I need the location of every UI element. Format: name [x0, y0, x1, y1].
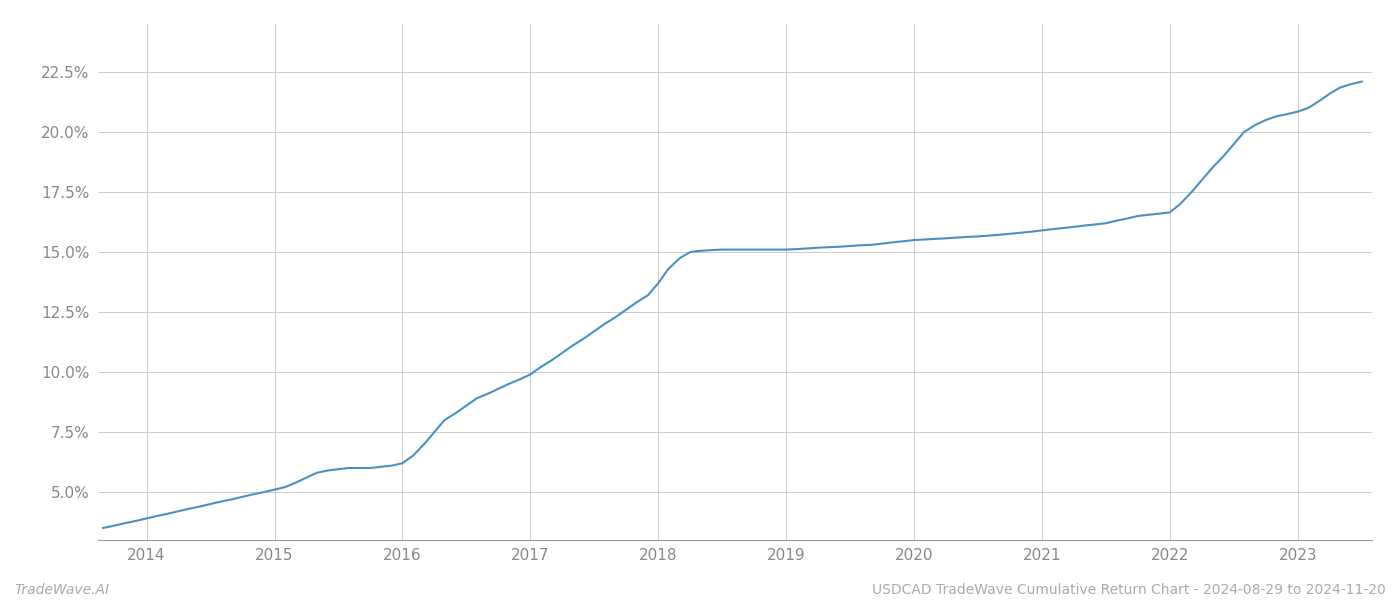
- Text: USDCAD TradeWave Cumulative Return Chart - 2024-08-29 to 2024-11-20: USDCAD TradeWave Cumulative Return Chart…: [872, 583, 1386, 597]
- Text: TradeWave.AI: TradeWave.AI: [14, 583, 109, 597]
